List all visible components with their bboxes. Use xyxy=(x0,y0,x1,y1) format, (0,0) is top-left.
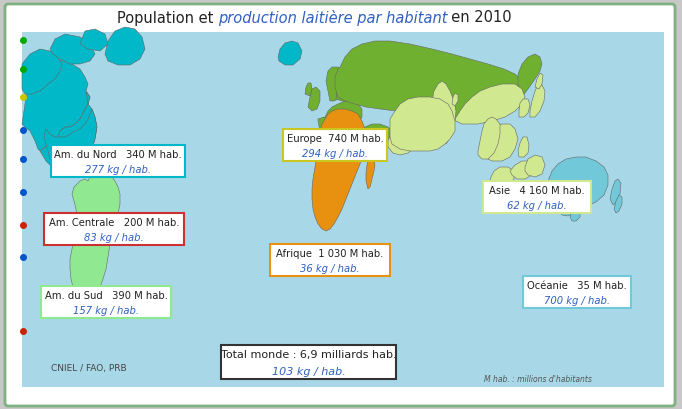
Text: 157 kg / hab.: 157 kg / hab. xyxy=(73,305,139,315)
Polygon shape xyxy=(518,55,542,98)
Polygon shape xyxy=(518,138,529,157)
Polygon shape xyxy=(95,164,112,173)
Polygon shape xyxy=(100,164,116,175)
Polygon shape xyxy=(510,162,535,180)
Text: 294 kg / hab.: 294 kg / hab. xyxy=(302,148,368,159)
Polygon shape xyxy=(432,82,456,145)
Text: Am. Centrale   200 M hab.: Am. Centrale 200 M hab. xyxy=(48,218,179,227)
Polygon shape xyxy=(312,110,366,231)
Text: Am. du Nord   340 M hab.: Am. du Nord 340 M hab. xyxy=(54,150,182,160)
Text: 277 kg / hab.: 277 kg / hab. xyxy=(85,164,151,175)
Text: Afrique  1 030 M hab.: Afrique 1 030 M hab. xyxy=(276,248,384,258)
Polygon shape xyxy=(480,125,518,162)
Text: Europe  740 M hab.: Europe 740 M hab. xyxy=(286,134,383,144)
Polygon shape xyxy=(348,135,360,162)
Text: Population et: Population et xyxy=(117,11,218,25)
Polygon shape xyxy=(570,209,580,221)
Text: 62 kg / hab.: 62 kg / hab. xyxy=(507,200,567,211)
Text: Total monde : 6,9 milliards hab.: Total monde : 6,9 milliards hab. xyxy=(221,349,397,359)
Text: 36 kg / hab.: 36 kg / hab. xyxy=(300,263,360,273)
Polygon shape xyxy=(50,35,95,65)
Polygon shape xyxy=(80,30,108,52)
Polygon shape xyxy=(519,100,530,118)
FancyBboxPatch shape xyxy=(5,5,675,406)
Text: 700 kg / hab.: 700 kg / hab. xyxy=(544,295,610,305)
Text: 103 kg / hab.: 103 kg / hab. xyxy=(272,366,346,376)
Polygon shape xyxy=(22,50,62,95)
Polygon shape xyxy=(545,157,608,209)
FancyBboxPatch shape xyxy=(483,182,591,213)
Polygon shape xyxy=(90,168,108,186)
Polygon shape xyxy=(40,92,97,172)
Text: Am. du Sud   390 M hab.: Am. du Sud 390 M hab. xyxy=(44,290,168,300)
Polygon shape xyxy=(278,42,302,66)
FancyBboxPatch shape xyxy=(283,130,387,162)
Polygon shape xyxy=(320,102,362,132)
Polygon shape xyxy=(326,68,344,102)
Text: M hab. : millions d'habitants: M hab. : millions d'habitants xyxy=(484,374,592,383)
Polygon shape xyxy=(308,88,320,112)
Polygon shape xyxy=(525,155,545,178)
Polygon shape xyxy=(535,74,543,90)
FancyBboxPatch shape xyxy=(522,276,632,308)
Text: Océanie   35 M hab.: Océanie 35 M hab. xyxy=(527,280,627,290)
Polygon shape xyxy=(388,118,422,155)
Polygon shape xyxy=(105,28,145,66)
FancyBboxPatch shape xyxy=(44,213,184,245)
Polygon shape xyxy=(390,98,455,152)
Polygon shape xyxy=(22,58,90,152)
Polygon shape xyxy=(318,118,338,139)
FancyBboxPatch shape xyxy=(270,245,389,276)
Text: Asie   4 160 M hab.: Asie 4 160 M hab. xyxy=(489,186,585,196)
Polygon shape xyxy=(490,168,514,186)
Text: CNIEL / FAO, PRB: CNIEL / FAO, PRB xyxy=(51,364,127,373)
Polygon shape xyxy=(452,94,458,107)
FancyBboxPatch shape xyxy=(222,345,396,379)
Polygon shape xyxy=(455,85,525,125)
FancyBboxPatch shape xyxy=(41,286,170,318)
Polygon shape xyxy=(336,70,354,102)
Text: en 2010: en 2010 xyxy=(442,11,512,25)
Polygon shape xyxy=(360,125,392,144)
FancyBboxPatch shape xyxy=(50,146,186,178)
Polygon shape xyxy=(305,84,312,97)
Polygon shape xyxy=(478,118,500,160)
Bar xyxy=(22,33,664,387)
Text: 83 kg / hab.: 83 kg / hab. xyxy=(84,232,144,243)
Polygon shape xyxy=(558,198,578,216)
Polygon shape xyxy=(332,130,345,162)
Polygon shape xyxy=(614,196,622,213)
Polygon shape xyxy=(70,168,120,299)
Polygon shape xyxy=(44,110,97,172)
Polygon shape xyxy=(366,155,375,189)
Polygon shape xyxy=(610,180,621,205)
Polygon shape xyxy=(530,86,545,118)
Text: production laitière par habitant: production laitière par habitant xyxy=(218,10,447,26)
Polygon shape xyxy=(335,42,525,120)
